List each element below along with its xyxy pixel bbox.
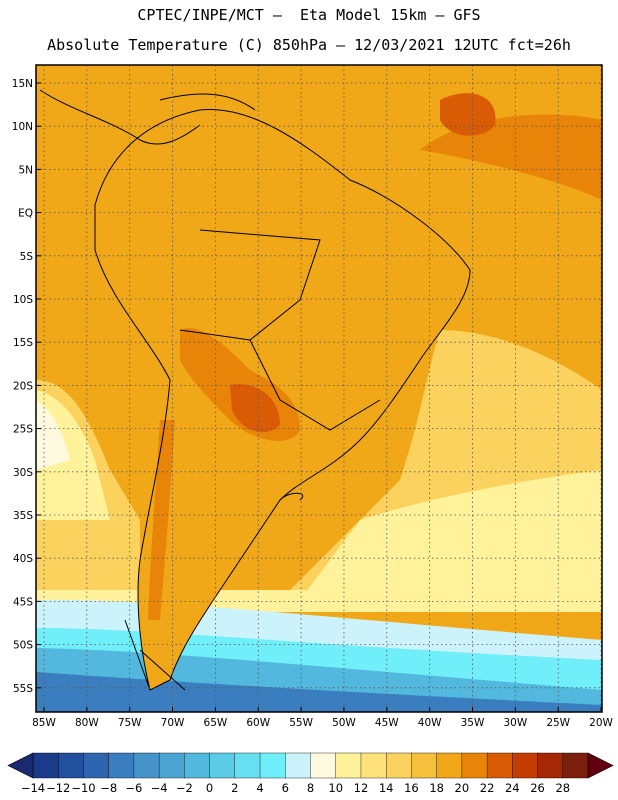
land-andes (148, 420, 175, 620)
lat-label: 55S (13, 683, 33, 695)
lon-label: 80W (75, 717, 99, 729)
colorbar-label: −4 (151, 781, 168, 795)
lon-label: 75W (118, 717, 142, 729)
latitude-labels: 15N 10N 5N EQ 5S 10S 15S 20S 25S 30S 35S 40S 45S 50S 5… (12, 78, 34, 695)
lat-label: 15S (13, 337, 33, 349)
colorbar-swatch (83, 752, 110, 779)
field-hotspot (440, 93, 496, 136)
colorbar-swatch (385, 752, 413, 779)
longitude-labels: 85W 80W 75W 70W 65W 60W 55W 50W 45W 40W 35W 30W 25W 2… (32, 717, 613, 729)
coastlines (39, 89, 471, 691)
colorbar-label: −14 (21, 781, 45, 795)
lon-label: 40W (418, 717, 442, 729)
colorbar-label: 26 (530, 781, 545, 795)
lat-label: 15N (12, 78, 33, 90)
coastline-central-america (39, 89, 201, 145)
colorbar-swatch (234, 752, 261, 779)
field-band-4 (36, 672, 602, 712)
colorbar-label: 16 (404, 781, 419, 795)
lon-label: 85W (32, 717, 56, 729)
colorbar-label: 12 (354, 781, 369, 795)
colorbar-swatch (537, 752, 564, 779)
colorbar-swatch (486, 752, 513, 779)
colorbar-label: −6 (125, 781, 142, 795)
colorbar-label: 2 (231, 781, 238, 795)
colorbar-label: 14 (379, 781, 394, 795)
lat-label: 10N (12, 121, 33, 133)
colorbar-under-arrow (7, 752, 34, 779)
colorbar-labels: −14 −12 −10 −8 −6 −4 −2 0 2 4 6 8 10 12 14 16 18 20 22 24 26… (21, 781, 570, 795)
lat-label: 40S (13, 553, 33, 565)
colorbar-label: −2 (176, 781, 193, 795)
lat-label: 45S (13, 596, 33, 608)
lon-label: 60W (246, 717, 270, 729)
lat-label: 50S (13, 640, 33, 652)
colorbar-swatch (461, 752, 488, 779)
lon-label: 65W (204, 717, 228, 729)
lon-label: 50W (332, 717, 356, 729)
lat-label: 5S (20, 251, 34, 263)
colorbar-swatch (562, 752, 589, 779)
colorbar-swatch (285, 752, 312, 779)
colorbar (7, 752, 614, 779)
colorbar-label: 10 (328, 781, 343, 795)
colorbar-swatch (108, 752, 135, 779)
colorbar-label: 8 (307, 781, 314, 795)
lon-label: 25W (546, 717, 570, 729)
colorbar-label: 0 (206, 781, 213, 795)
map-frame (35, 64, 603, 713)
colorbar-label: 24 (505, 781, 520, 795)
lat-label: 20S (13, 380, 33, 392)
field-atlantic-mild (300, 470, 602, 600)
chart-subtitle: Absolute Temperature (C) 850hPa – 12/03/… (47, 36, 571, 54)
lon-label: 30W (503, 717, 527, 729)
border-interior-1 (179, 229, 321, 341)
colorbar-label: 6 (282, 781, 289, 795)
colorbar-swatch (411, 752, 438, 779)
lat-label: 30S (13, 467, 33, 479)
lon-label: 45W (375, 717, 399, 729)
lat-label: 5N (18, 164, 33, 176)
lon-label: 55W (289, 717, 313, 729)
temperature-field (36, 65, 602, 712)
land-hottest-region (230, 384, 280, 433)
coastline-south-america (94, 109, 471, 691)
colorbar-over-arrow (587, 752, 614, 779)
lon-label: 35W (461, 717, 485, 729)
colorbar-swatch (58, 752, 85, 779)
lat-label: 35S (13, 510, 33, 522)
colorbar-swatch (32, 752, 59, 779)
lat-label: 25S (13, 424, 33, 436)
field-pacific-coolest (36, 400, 70, 470)
colorbar-swatch (259, 752, 286, 779)
lon-label: 70W (161, 717, 185, 729)
lat-label: EQ (18, 208, 33, 220)
colorbar-label: 18 (429, 781, 444, 795)
colorbar-label: 28 (555, 781, 570, 795)
colorbar-swatch (133, 752, 160, 779)
colorbar-swatch (335, 752, 362, 779)
chart-title: CPTEC/INPE/MCT – Eta Model 15km – GFS (137, 6, 481, 24)
colorbar-swatch (360, 752, 387, 779)
colorbar-label: −12 (46, 781, 70, 795)
colorbar-swatch (184, 752, 211, 779)
colorbar-swatch (209, 752, 236, 779)
graticule (36, 65, 602, 712)
coastline-patagonia (124, 619, 186, 691)
colorbar-label: 22 (480, 781, 495, 795)
colorbar-swatch (158, 752, 185, 779)
colorbar-swatch (512, 752, 539, 779)
colorbar-swatch (310, 752, 337, 779)
colorbar-label: −10 (71, 781, 95, 795)
field-north-atlantic-hot (420, 114, 602, 200)
colorbar-label: 20 (455, 781, 470, 795)
coastline-rio-de-la-plata (279, 492, 303, 501)
lat-label: 10S (13, 294, 33, 306)
colorbar-label: 4 (256, 781, 263, 795)
lon-label: 20W (589, 717, 613, 729)
border-interior-2 (249, 339, 381, 431)
colorbar-label: −8 (100, 781, 117, 795)
colorbar-swatch (436, 752, 463, 779)
